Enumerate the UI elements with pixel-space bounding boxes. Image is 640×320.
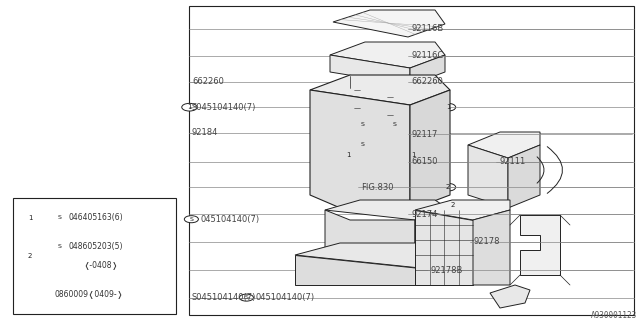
Circle shape <box>355 141 371 149</box>
Text: FRONT: FRONT <box>145 200 169 206</box>
Polygon shape <box>333 10 445 37</box>
Text: S: S <box>393 123 397 127</box>
Polygon shape <box>410 55 445 85</box>
Polygon shape <box>415 210 473 285</box>
Circle shape <box>440 103 456 111</box>
Polygon shape <box>295 243 465 268</box>
Text: S: S <box>58 244 61 249</box>
Text: FIG.830: FIG.830 <box>362 183 394 192</box>
Text: 1: 1 <box>445 104 451 110</box>
Text: 0860009❬0409-❭: 0860009❬0409-❭ <box>54 290 124 299</box>
Text: 92116C: 92116C <box>412 52 444 60</box>
Text: ❬-0408❭: ❬-0408❭ <box>83 261 118 270</box>
Circle shape <box>387 121 403 129</box>
Polygon shape <box>520 215 560 275</box>
Polygon shape <box>310 75 450 105</box>
Polygon shape <box>468 145 508 208</box>
Text: 92184: 92184 <box>192 128 218 137</box>
Text: S045104140(7): S045104140(7) <box>192 293 257 302</box>
Text: 92116B: 92116B <box>412 24 444 33</box>
Text: A930001123: A930001123 <box>591 311 637 320</box>
Circle shape <box>404 151 421 159</box>
Circle shape <box>22 214 38 221</box>
Text: 1: 1 <box>187 104 192 110</box>
Text: 92178B: 92178B <box>431 266 463 275</box>
Text: 046405163(6): 046405163(6) <box>68 213 123 222</box>
Polygon shape <box>330 55 410 85</box>
Text: 2: 2 <box>451 202 455 208</box>
Circle shape <box>445 201 461 209</box>
Text: 2: 2 <box>446 184 450 190</box>
Text: 66150: 66150 <box>412 157 438 166</box>
Bar <box>189 6 634 315</box>
Text: 045104140(7): 045104140(7) <box>201 215 260 224</box>
Text: 048605203(5): 048605203(5) <box>68 242 123 251</box>
Bar <box>13 198 176 314</box>
Polygon shape <box>295 255 420 285</box>
Circle shape <box>385 94 395 100</box>
Text: 92174: 92174 <box>412 210 438 219</box>
Polygon shape <box>508 145 540 208</box>
Circle shape <box>52 214 67 221</box>
Text: 1: 1 <box>411 152 415 158</box>
Circle shape <box>239 294 253 301</box>
Circle shape <box>355 121 371 129</box>
Circle shape <box>184 216 198 223</box>
Circle shape <box>385 113 395 117</box>
Text: 92111: 92111 <box>499 157 525 166</box>
Circle shape <box>340 151 356 159</box>
Polygon shape <box>473 210 510 285</box>
Text: 1: 1 <box>28 215 33 220</box>
Circle shape <box>22 252 38 260</box>
Polygon shape <box>410 90 450 210</box>
Text: S: S <box>189 217 193 222</box>
Circle shape <box>52 243 67 250</box>
Text: S: S <box>244 295 248 300</box>
Text: 662260: 662260 <box>192 77 224 86</box>
Text: S: S <box>361 123 365 127</box>
Text: S: S <box>58 215 61 220</box>
Text: 1: 1 <box>346 152 350 158</box>
Polygon shape <box>420 255 465 285</box>
Circle shape <box>182 103 197 111</box>
Circle shape <box>346 80 354 84</box>
Text: S: S <box>361 142 365 148</box>
Polygon shape <box>468 132 540 158</box>
Text: 045104140(7): 045104140(7) <box>256 293 315 302</box>
Polygon shape <box>490 285 530 308</box>
Polygon shape <box>415 210 450 260</box>
Polygon shape <box>325 200 450 220</box>
Text: S045104140(7): S045104140(7) <box>192 103 257 112</box>
Text: 662260: 662260 <box>412 77 444 86</box>
Polygon shape <box>415 200 510 220</box>
Text: 92178: 92178 <box>474 237 500 246</box>
Polygon shape <box>330 42 445 68</box>
Circle shape <box>352 87 362 92</box>
Text: 2: 2 <box>28 253 32 259</box>
Circle shape <box>352 106 362 110</box>
Polygon shape <box>310 90 410 210</box>
Circle shape <box>440 183 456 191</box>
Polygon shape <box>325 210 415 260</box>
Text: 92117: 92117 <box>412 130 438 139</box>
